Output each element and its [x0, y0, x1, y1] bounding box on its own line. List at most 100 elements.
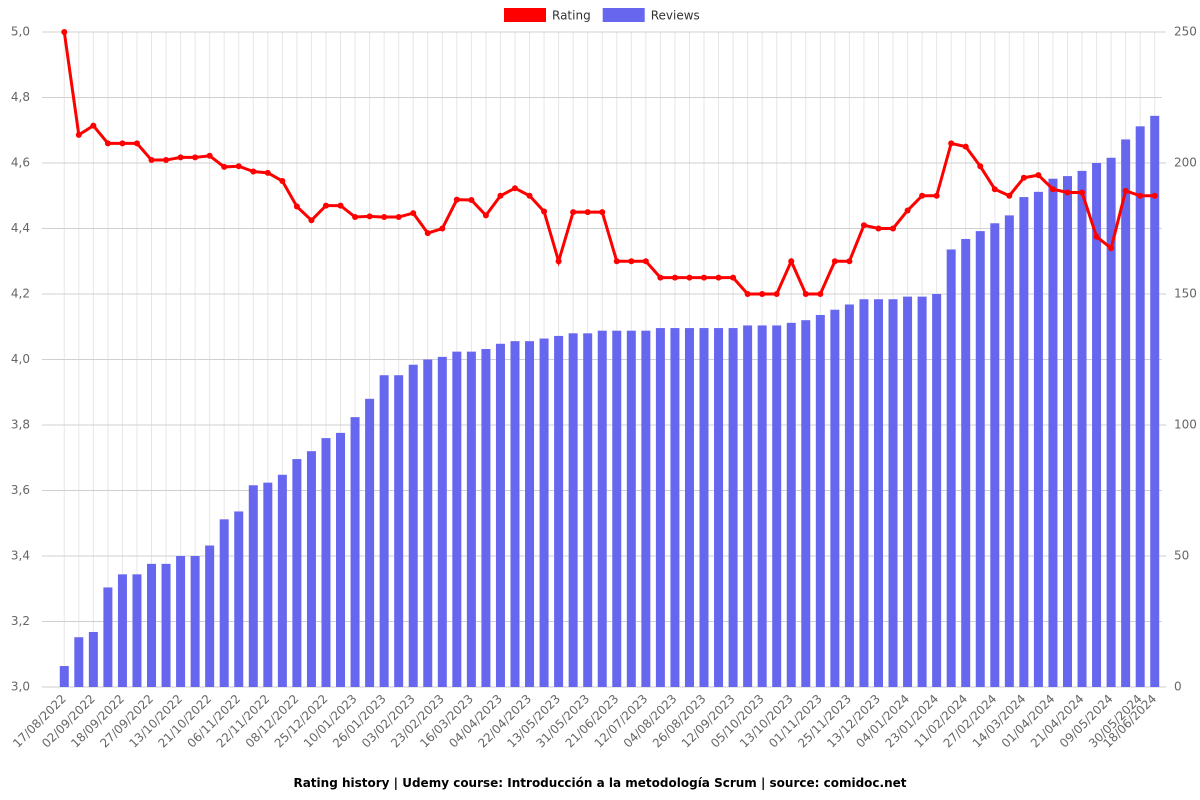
rating-point [831, 258, 838, 265]
rating-point [206, 152, 213, 159]
bar [917, 296, 927, 687]
rating-point [730, 274, 737, 281]
rating-point [788, 258, 795, 265]
rating-point [890, 225, 897, 232]
rating-point [322, 202, 329, 209]
bar [1062, 176, 1072, 687]
y2-tick-label: 100 [1174, 418, 1197, 432]
rating-point [468, 197, 475, 204]
rating-point [541, 208, 548, 215]
bar [714, 328, 724, 687]
rating-point [221, 163, 228, 170]
rating-point [977, 163, 984, 170]
bar [1004, 215, 1014, 687]
bar [1121, 139, 1131, 688]
bar [684, 328, 694, 687]
bar [888, 299, 898, 687]
bar [743, 325, 753, 687]
bar [394, 375, 404, 687]
bar [365, 398, 375, 687]
rating-point [991, 186, 998, 193]
rating-point [235, 163, 242, 170]
bar [757, 325, 767, 687]
y-tick-label: 4,6 [11, 156, 30, 170]
y-tick-label: 3,0 [11, 680, 30, 694]
rating-point [293, 203, 300, 210]
rating-point [279, 178, 286, 185]
bar [147, 563, 157, 687]
bar [423, 359, 433, 687]
rating-point [511, 185, 518, 192]
rating-point [148, 157, 155, 164]
rating-point [497, 192, 504, 199]
bar [59, 666, 69, 687]
rating-point [526, 192, 533, 199]
bar [88, 631, 98, 687]
rating-point [352, 214, 359, 221]
rating-point [453, 196, 460, 203]
rating-point [875, 225, 882, 232]
rating-point [308, 217, 315, 224]
y-tick-label: 3,2 [11, 614, 30, 628]
rating-point [381, 214, 388, 221]
bar [786, 322, 796, 687]
chart-title: Rating history | Udemy course: Introducc… [293, 776, 906, 790]
rating-point [177, 154, 184, 161]
rating-point [613, 258, 620, 265]
bar [1077, 170, 1087, 688]
bar [481, 349, 491, 687]
rating-point [482, 212, 489, 219]
bar [1150, 115, 1160, 688]
y2-tick-label: 150 [1174, 287, 1197, 301]
y2-tick-label: 200 [1174, 156, 1197, 170]
rating-point [1137, 192, 1144, 199]
rating-point [90, 122, 97, 129]
rating-point [366, 213, 373, 220]
bar [1033, 191, 1043, 687]
bar [612, 330, 622, 687]
legend-swatch [602, 8, 645, 22]
bar [626, 330, 636, 687]
bar [1019, 197, 1029, 687]
bar [1135, 126, 1145, 687]
bar [408, 364, 418, 687]
rating-line [62, 31, 1155, 296]
bar [583, 333, 593, 687]
rating-point [1049, 186, 1056, 193]
rating-point [439, 225, 446, 232]
bar [670, 328, 680, 687]
bar [554, 335, 564, 687]
rating-point [1064, 189, 1071, 196]
rating-point [860, 222, 867, 229]
y-tick-label: 4,0 [11, 352, 30, 366]
bar [350, 417, 360, 687]
bar [277, 474, 287, 687]
bar [74, 637, 84, 687]
bar [336, 432, 346, 687]
bar [190, 556, 200, 687]
bar [772, 325, 782, 687]
y-tick-label: 3,6 [11, 483, 30, 497]
bar [728, 328, 738, 687]
rating-point [192, 154, 199, 161]
bar [844, 304, 854, 687]
rating-point [410, 210, 417, 217]
bar [379, 375, 389, 687]
y-tick-label: 3,8 [11, 418, 30, 432]
bar [292, 459, 302, 687]
rating-point [61, 29, 68, 35]
bar [466, 351, 476, 687]
bar [699, 328, 709, 687]
rating-point [1151, 192, 1158, 199]
rating-point [773, 291, 780, 297]
bar [932, 294, 942, 687]
bar [495, 343, 505, 687]
rating-point [948, 140, 955, 147]
rating-point [104, 140, 111, 147]
bar [990, 223, 1000, 687]
rating-point [395, 214, 402, 221]
rating-point [1079, 189, 1086, 196]
rating-point [570, 209, 577, 216]
bar [306, 451, 316, 687]
